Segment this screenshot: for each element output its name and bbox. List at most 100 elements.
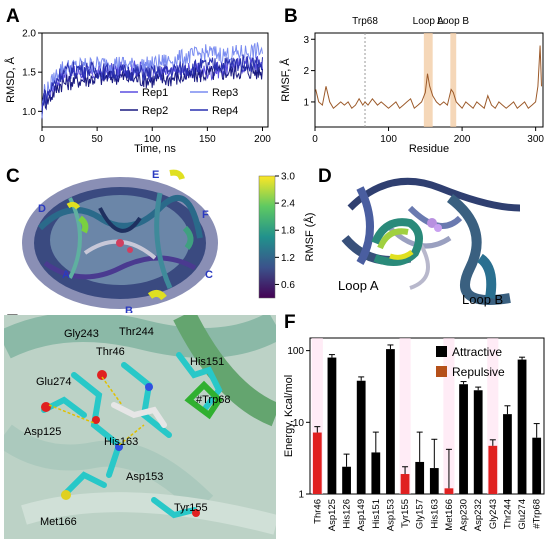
active-site-residue-labels: Gly243 Thr244 Thr46 His151 Glu274 #Trp68 Asp12…: [24, 326, 230, 528]
colorbar-tick-label: 2.4: [281, 199, 295, 210]
protein-region-label: F: [202, 209, 209, 221]
protein-region-label: E: [152, 169, 159, 181]
rmsf-y-axis-label: RMSF, Å: [279, 58, 292, 102]
rmsf-x-tick-label: 100: [380, 134, 397, 145]
energy-x-tick-label: His151: [371, 499, 382, 529]
energy-x-tick-label: Gly157: [415, 499, 426, 529]
rmsd-legend-label: Rep1: [142, 87, 168, 99]
loop-b-label: Loop B: [462, 292, 503, 307]
energy-bar: [386, 349, 395, 494]
rmsd-x-tick-label: 0: [39, 134, 45, 145]
loop-a-label: Loop A: [338, 278, 379, 293]
energy-bar: [488, 445, 498, 494]
energy-x-tick-label: Gly243: [488, 499, 499, 529]
energy-x-tick-label: Asp153: [385, 499, 396, 531]
energy-y-tick-label: 100: [287, 346, 304, 357]
rmsd-legend-label: Rep4: [212, 105, 238, 117]
energy-legend: Attractive Repulsive: [436, 345, 505, 379]
energy-x-tick-label: Asp230: [459, 499, 470, 531]
rmsf-y-tick-label: 1: [303, 97, 309, 108]
protein-region-label: C: [205, 269, 213, 281]
rmsd-x-tick-label: 200: [254, 134, 271, 145]
residue-label: His163: [104, 436, 138, 448]
energy-bar-highlight: [443, 338, 455, 494]
rmsd-legend-label: Rep2: [142, 105, 168, 117]
energy-bar-highlight: [487, 338, 499, 494]
rmsd-x-ticks: 0 50 100 150 200: [39, 127, 271, 145]
energy-chart: 1 10 100 Thr46 Asp125 His126 Asp149 His151 Asp1…: [283, 337, 545, 531]
colorbar-tick-label: 1.8: [281, 226, 295, 237]
energy-y-axis-label: Energy, Kcal/mol: [283, 375, 295, 457]
residue-label: Tyr155: [174, 502, 208, 514]
energy-frame: [309, 337, 545, 495]
legend-label-attractive: Attractive: [452, 345, 502, 359]
energy-bar: [517, 359, 527, 494]
rmsf-series-group: [315, 45, 542, 110]
rmsd-y-tick-label: 2.0: [22, 29, 36, 40]
rmsd-y-axis-label: RMSD, Å: [4, 56, 17, 103]
protein-region-label: A: [62, 269, 70, 281]
rmsf-annotation-label: Trp68: [352, 16, 378, 27]
residue-label: #Trp68: [196, 394, 230, 406]
active-site-sticks: [41, 352, 223, 519]
energy-bar: [400, 474, 410, 494]
residue-label: Thr244: [119, 326, 154, 338]
protein-region-label: B: [125, 305, 133, 313]
energy-x-tick-label: His126: [342, 499, 353, 529]
residue-label: Glu274: [36, 376, 71, 388]
rmsd-plot-area: 0 50 100 150 200 1.0 1.5 2.0 Rep1 Rep2 Rep3 Rep4: [22, 29, 271, 146]
energy-bar: [429, 468, 439, 494]
active-site-background: [4, 315, 276, 535]
rmsf-colorbar: 3.0 2.4 1.8 1.2 0.6 RMSF (Å): [258, 172, 316, 299]
rmsd-x-tick-label: 100: [144, 134, 161, 145]
rmsd-x-tick-label: 150: [199, 134, 216, 145]
energy-y-ticks: 1 10 100: [287, 346, 310, 501]
protein-c-labels: A B C D E F: [38, 169, 213, 313]
protein-ribbon-d: [341, 177, 521, 305]
rmsd-series-rep4: [41, 54, 263, 114]
residue-label: Gly243: [64, 328, 99, 340]
residue-label: Asp125: [24, 426, 61, 438]
panel-label-b: B: [284, 6, 298, 27]
colorbar-tick-label: 3.0: [281, 172, 295, 183]
residue-label: Thr46: [96, 346, 125, 358]
residue-label: Asp153: [126, 471, 163, 483]
energy-bar: [415, 461, 425, 494]
rmsd-series-rep2: [41, 63, 263, 120]
rmsf-x-tick-label: 300: [527, 134, 544, 145]
energy-bar: [444, 488, 454, 494]
energy-bar: [532, 437, 542, 494]
energy-bar: [459, 384, 468, 494]
active-site-structure: Gly243 Thr244 Thr46 His151 Glu274 #Trp68 Asp12…: [4, 315, 276, 539]
rmsf-x-axis-label: Residue: [409, 143, 449, 155]
panel-label-a: A: [6, 6, 20, 27]
energy-x-tick-label: His163: [429, 499, 440, 529]
energy-bar: [503, 414, 512, 494]
protein-structure-c: A B C D E F: [22, 169, 218, 313]
energy-x-tick-label: #Trp68: [532, 499, 543, 529]
colorbar-tick-label: 0.6: [281, 280, 295, 291]
hbonds: [48, 376, 145, 446]
energy-y-tick-label: 10: [293, 418, 305, 429]
rmsd-x-axis-label: Time, ns: [134, 143, 176, 155]
panel-label-c: C: [6, 166, 20, 187]
energy-x-tick-label: Glu274: [517, 499, 528, 530]
rmsd-chart: 0 50 100 150 200 1.01.52.0 Rep1Rep2Rep3Rep4 …: [4, 29, 271, 156]
energy-bar: [356, 380, 366, 494]
energy-y-tick-label: 1: [298, 490, 304, 501]
rmsf-x-tick-label: 200: [454, 134, 471, 145]
residue-label: Met166: [40, 516, 77, 528]
panel-label-d: D: [318, 166, 332, 187]
rmsf-annotation-label: Loop A: [413, 16, 444, 27]
energy-bar: [342, 466, 351, 494]
legend-swatch-repulsive: [436, 366, 447, 377]
legend-label-repulsive: Repulsive: [452, 365, 505, 379]
rmsd-series-group: [41, 42, 263, 120]
energy-x-tick-label: Asp232: [473, 499, 484, 531]
rmsf-y-tick-label: 2: [303, 66, 309, 77]
rmsd-frame: [41, 32, 269, 128]
rmsd-y-tick-label: 1.5: [22, 68, 36, 79]
rmsf-y-tick-label: 3: [303, 35, 309, 46]
rmsd-y-ticks: 1.0 1.5 2.0: [22, 29, 42, 118]
